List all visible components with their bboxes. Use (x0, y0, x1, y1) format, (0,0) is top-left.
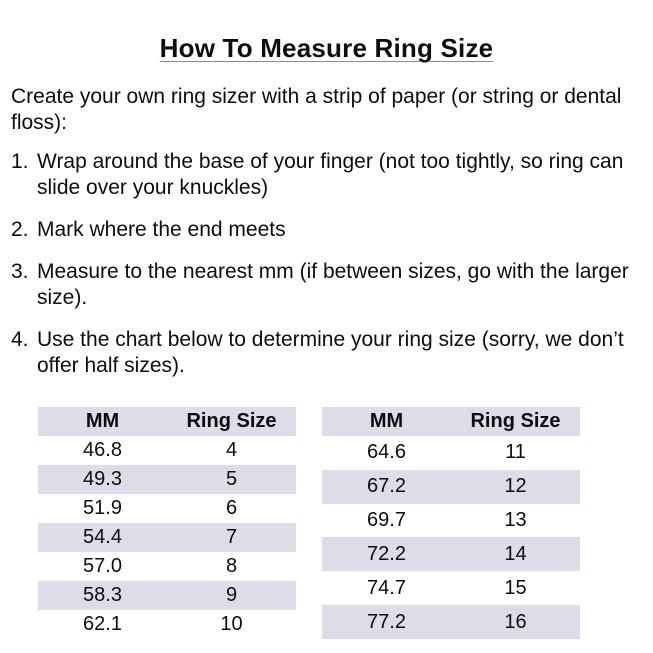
mm-value: 57.0 (83, 555, 122, 577)
table-row: 51.9 6 (38, 494, 296, 523)
ring-size-value: 14 (504, 542, 527, 565)
ring-size-table-left: MM Ring Size 46.8 4 49.3 5 51.9 6 (38, 407, 296, 639)
table-row: 72.2 14 (322, 537, 580, 572)
step-3-text: Measure to the nearest mm (if between si… (37, 260, 629, 309)
table-row: 69.7 13 (322, 504, 580, 538)
ring-size-value: 4 (225, 439, 238, 461)
mm-value: 46.8 (83, 439, 122, 461)
page-title: How To Measure Ring Size (11, 33, 642, 64)
instruction-steps: 1. Wrap around the base of your finger (… (11, 149, 642, 379)
table-row: 57.0 8 (38, 552, 296, 581)
column-header-mm: MM (85, 410, 120, 432)
table-row: 67.2 12 (322, 469, 580, 504)
ring-size-value: 16 (504, 610, 527, 633)
column-header-ring-size: Ring Size (470, 410, 561, 432)
ring-size-table-right: MM Ring Size 64.6 11 67.2 12 69.7 13 (322, 407, 580, 639)
table-header-row: MM Ring Size (322, 407, 580, 436)
table-row: 74.7 15 (322, 571, 580, 605)
step-4-text: Use the chart below to determine your ri… (37, 328, 624, 377)
ring-size-value: 7 (225, 526, 238, 548)
ring-size-value: 5 (225, 468, 238, 490)
mm-value: 58.3 (83, 584, 122, 606)
mm-value: 69.7 (367, 509, 406, 532)
mm-value: 51.9 (83, 497, 122, 519)
step-3: 3. Measure to the nearest mm (if between… (11, 259, 642, 311)
mm-value: 67.2 (367, 475, 406, 498)
table-row: 62.1 10 (38, 610, 296, 639)
ring-size-value: 6 (225, 497, 238, 519)
step-3-number: 3. (11, 260, 29, 283)
table-row: 49.3 5 (38, 465, 296, 494)
step-1: 1. Wrap around the base of your finger (… (11, 149, 642, 201)
column-header-mm: MM (369, 410, 404, 432)
ring-size-value: 13 (504, 509, 527, 532)
table-row: 77.2 16 (322, 605, 580, 639)
mm-value: 49.3 (83, 468, 122, 490)
ring-size-value: 9 (225, 584, 238, 606)
ring-size-value: 12 (504, 475, 527, 498)
step-2-number: 2. (11, 218, 29, 241)
table-row: 46.8 4 (38, 436, 296, 465)
ring-size-guide: How To Measure Ring Size Create your own… (11, 33, 642, 639)
step-2-text: Mark where the end meets (37, 218, 286, 241)
page-title-text: How To Measure Ring Size (159, 33, 494, 63)
mm-value: 62.1 (83, 613, 122, 635)
table-row: 54.4 7 (38, 523, 296, 552)
intro-paragraph: Create your own ring sizer with a strip … (11, 85, 622, 134)
step-1-text: Wrap around the base of your finger (not… (37, 150, 624, 199)
table-row: 64.6 11 (322, 436, 580, 470)
mm-value: 54.4 (83, 526, 122, 548)
mm-value: 77.2 (367, 610, 406, 633)
ring-size-value: 15 (504, 576, 527, 599)
step-4-number: 4. (11, 328, 29, 351)
mm-value: 74.7 (367, 576, 406, 599)
table-header-row: MM Ring Size (38, 407, 296, 436)
ring-size-value: 10 (220, 613, 243, 635)
ring-size-value: 11 (505, 441, 526, 464)
step-1-number: 1. (11, 150, 29, 173)
table-row: 58.3 9 (38, 581, 296, 610)
mm-value: 64.6 (367, 441, 406, 464)
size-chart-section: MM Ring Size 46.8 4 49.3 5 51.9 6 (11, 407, 642, 639)
column-header-ring-size: Ring Size (186, 410, 277, 432)
step-2: 2. Mark where the end meets (11, 217, 642, 243)
ring-size-value: 8 (225, 555, 238, 577)
mm-value: 72.2 (367, 542, 406, 565)
step-4: 4. Use the chart below to determine your… (11, 327, 642, 379)
